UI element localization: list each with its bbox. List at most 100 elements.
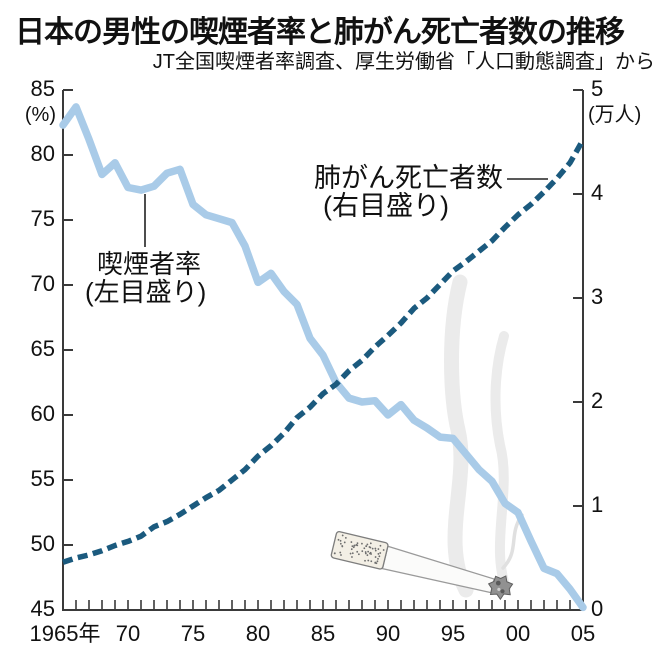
filter-stipple-dot (351, 556, 353, 558)
filter-stipple-dot (369, 551, 372, 554)
ash-detail (497, 587, 501, 591)
filter-stipple-dot (339, 551, 342, 554)
filter-stipple-dot (374, 549, 377, 552)
filter-stipple-dot (337, 538, 340, 541)
left-tick-label: 45 (31, 596, 55, 621)
filter-stipple-dot (377, 552, 380, 555)
right-tick-label: 1 (591, 492, 603, 517)
x-tick-label: 70 (116, 621, 140, 646)
left-tick-label: 80 (31, 141, 55, 166)
filter-stipple-dot (350, 548, 353, 551)
x-tick-label: 1965年 (30, 621, 101, 646)
filter-stipple-dot (350, 541, 353, 543)
page-title: 日本の男性の喫煙者率と肺がん死亡者数の推移 (15, 16, 625, 49)
filter-stipple-dot (349, 552, 352, 555)
filter-stipple-dot (374, 547, 377, 550)
smoking-label-line2: (左目盛り) (85, 277, 206, 307)
left-tick-label: 50 (31, 531, 55, 556)
x-tick-label: 00 (506, 621, 530, 646)
right-tick-label: 0 (591, 596, 603, 621)
smoking-label-line1: 喫煙者率 (97, 249, 201, 279)
x-tick-label: 75 (181, 621, 205, 646)
left-tick-label: 75 (31, 206, 55, 231)
ash-blob (487, 575, 514, 601)
filter-stipple-dot (364, 559, 366, 562)
filter-stipple-dot (376, 560, 379, 563)
filter-stipple-dot (369, 542, 372, 545)
cigarette-illustration (330, 530, 514, 601)
filter-stipple-dot (341, 534, 344, 537)
filter-stipple-dot (379, 544, 382, 547)
filter-stipple-dot (363, 547, 366, 550)
smoke-wisp-right (490, 331, 511, 593)
right-tick-label: 3 (591, 284, 603, 309)
x-tick-label: 80 (246, 621, 270, 646)
right-tick-label: 4 (591, 180, 603, 205)
smoking-rate-annotation: 喫煙者率 (左目盛り) (85, 194, 206, 307)
lung-cancer-label-line1: 肺がん死亡者数 (314, 163, 503, 193)
filter-stipple-dot (367, 550, 370, 553)
cigarette-filter (330, 530, 389, 570)
filter-stipple-dot (351, 545, 354, 548)
x-tick-label: 85 (311, 621, 335, 646)
filter-stipple-dot (382, 549, 385, 551)
filter-stipple-dot (344, 536, 347, 539)
right-tick-label: 5 (591, 76, 603, 101)
x-tick-label: 05 (571, 621, 595, 646)
source-note: JT全国喫煙者率調査、厚生労働省「人口動態調査」から (152, 51, 655, 73)
smoke-illustration (444, 274, 524, 598)
cigarette-body (381, 545, 495, 594)
filter-stipple-dot (364, 552, 367, 555)
left-axis-unit: (%) (25, 104, 56, 126)
axes: 85 80 75 70 65 60 55 50 45 (%) 5 4 3 2 1 0 (万人) 1965年 70 75… (25, 76, 641, 646)
right-axis-unit: (万人) (588, 103, 641, 126)
filter-stipple-dot (379, 552, 382, 554)
filter-stipple-dot (361, 542, 363, 545)
lung-cancer-label-line2: (右目盛り) (323, 191, 449, 221)
filter-stipple-dot (377, 557, 379, 560)
filter-stipple-dot (361, 550, 364, 553)
filter-stipple-dot (371, 547, 374, 550)
filter-stipple-dot (365, 545, 368, 548)
filter-stipple-dot (351, 552, 354, 555)
filter-stipple-dot (377, 548, 380, 550)
cigarette-ash (487, 575, 514, 601)
filter-stipple-dot (355, 544, 358, 546)
lung-cancer-annotation: 肺がん死亡者数 (右目盛り) (314, 163, 548, 221)
ash-detail (500, 589, 505, 594)
filter-stipple-dot (352, 546, 355, 549)
smoking-rate-line (59, 103, 587, 612)
left-tick-label: 65 (31, 336, 55, 361)
filter-stipple-dot (364, 551, 367, 553)
left-tick-label: 85 (31, 76, 55, 101)
filter-stipple-dot (353, 544, 356, 547)
filter-stipple-dot (357, 553, 360, 556)
filter-stipple-dot (370, 560, 373, 563)
lung-cancer-deaths-line (62, 138, 586, 565)
filter-stipple-dot (339, 542, 342, 545)
filter-stipple-dot (368, 546, 371, 548)
smoke-wisp-left (444, 274, 474, 598)
x-tick-label: 95 (441, 621, 465, 646)
filter-stipple-dot (366, 543, 369, 546)
filter-stipple-dot (367, 559, 370, 562)
filter-stipple-dot (356, 542, 359, 545)
filter-stipple-dot (341, 545, 344, 547)
filter-stipple-dot (366, 554, 369, 557)
right-tick-label: 2 (591, 388, 603, 413)
series (59, 103, 587, 612)
filter-stipple-dot (339, 539, 342, 542)
filter-stipple-dot (356, 550, 359, 553)
filter-stipple-dot (333, 552, 336, 555)
left-tick-label: 60 (31, 401, 55, 426)
left-tick-label: 70 (31, 271, 55, 296)
left-tick-label: 55 (31, 466, 55, 491)
filter-stipple-dot (374, 556, 377, 558)
x-tick-label: 90 (376, 621, 400, 646)
filter-stipple-dot (374, 562, 377, 564)
filter-stipple-dot (378, 555, 381, 558)
filter-stipple-dot (340, 554, 342, 556)
ash-detail (495, 580, 501, 586)
filter-stipple-dot (343, 541, 346, 544)
